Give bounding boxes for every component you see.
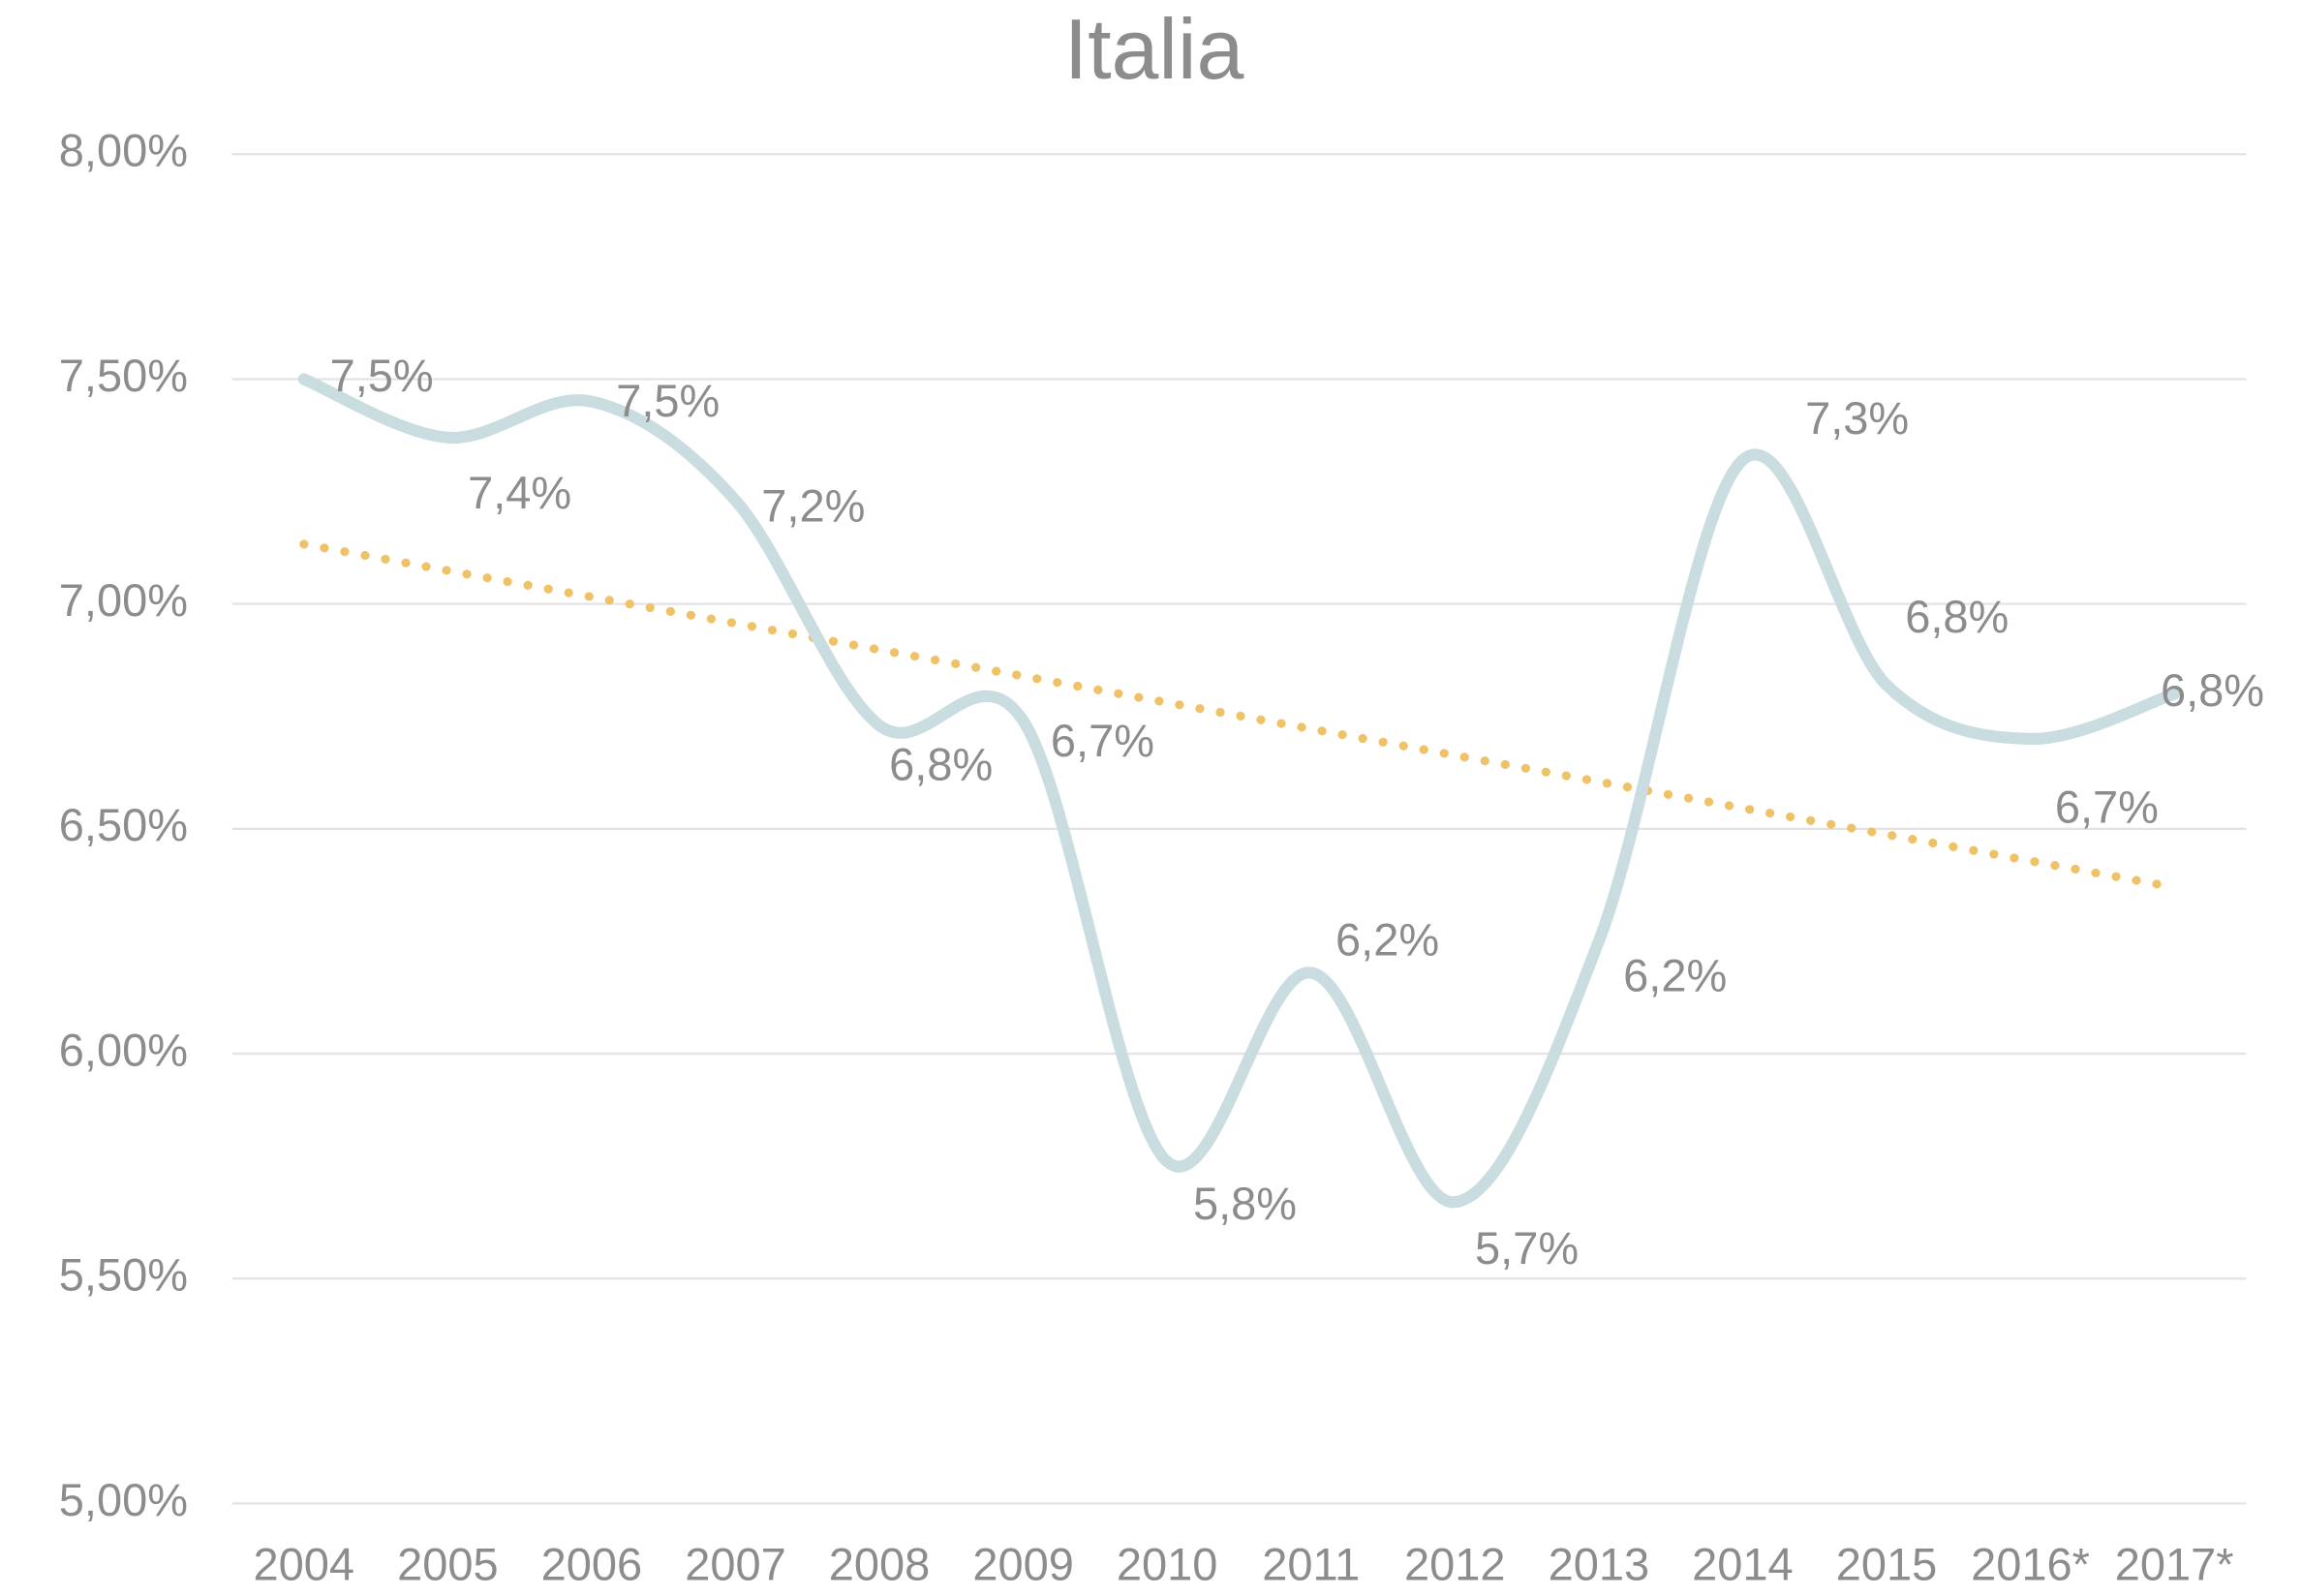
- data-label: 6,8%: [2161, 664, 2264, 716]
- y-tick-label: 8,00%: [59, 125, 188, 176]
- x-tick-label: 2004: [254, 1539, 355, 1590]
- x-tick-label: 2011: [1262, 1539, 1360, 1590]
- y-tick-label: 6,00%: [59, 1024, 188, 1075]
- data-label: 6,8%: [1905, 591, 2009, 642]
- y-tick-label: 7,50%: [59, 350, 188, 401]
- x-tick-label: 2017*: [2115, 1539, 2234, 1590]
- x-tick-label: 2005: [397, 1539, 499, 1590]
- data-label: 7,5%: [330, 350, 434, 401]
- y-tick-label: 6,50%: [59, 799, 188, 850]
- x-tick-label: 2009: [972, 1539, 1074, 1590]
- data-label: 7,4%: [468, 467, 571, 518]
- data-label: 7,5%: [616, 375, 720, 426]
- x-tick-label: 2008: [829, 1539, 931, 1590]
- x-tick-label: 2012: [1404, 1539, 1506, 1590]
- data-label: 5,7%: [1475, 1222, 1579, 1274]
- x-tick-label: 2006: [541, 1539, 643, 1590]
- data-line: [297, 373, 2181, 1209]
- data-label: 6,2%: [1335, 914, 1439, 966]
- data-label: 6,8%: [889, 738, 993, 789]
- x-tick-label: 2014: [1692, 1539, 1794, 1590]
- y-tick-label: 7,00%: [59, 574, 188, 626]
- x-tick-label: 2015: [1836, 1539, 1938, 1590]
- data-label: 6,2%: [1623, 950, 1727, 1001]
- data-label: 6,7%: [2055, 782, 2159, 833]
- data-label: 5,8%: [1193, 1178, 1297, 1229]
- data-label: 6,7%: [1051, 715, 1154, 766]
- data-label: 7,2%: [761, 479, 865, 531]
- x-tick-label: 2010: [1117, 1539, 1218, 1590]
- x-tick-label: 2016*: [1971, 1539, 2090, 1590]
- chart-title: Italia: [1064, 1, 1244, 97]
- y-tick-label: 5,50%: [59, 1249, 188, 1301]
- x-tick-label: 2013: [1549, 1539, 1650, 1590]
- trendline: [299, 539, 2179, 892]
- y-tick-label: 5,00%: [59, 1474, 188, 1525]
- x-tick-label: 2007: [685, 1539, 786, 1590]
- data-label: 7,3%: [1805, 392, 1909, 444]
